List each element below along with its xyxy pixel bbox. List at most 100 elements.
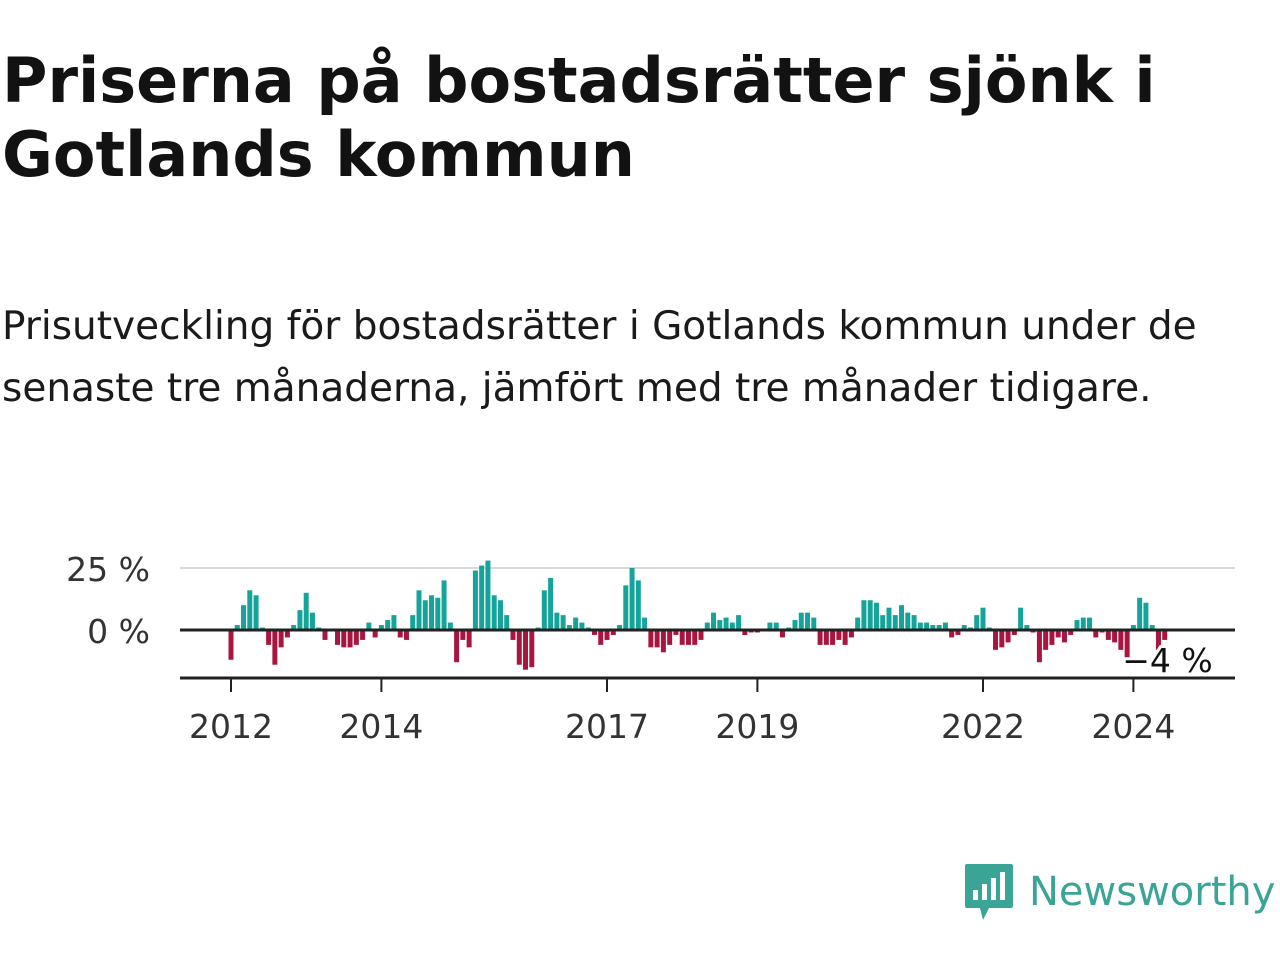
bar xyxy=(980,607,986,630)
bar xyxy=(472,570,478,630)
y-tick-label: 0 % xyxy=(87,612,150,651)
bar xyxy=(811,617,817,630)
bar xyxy=(510,630,516,640)
x-tick-label: 2017 xyxy=(565,707,649,746)
bar xyxy=(554,612,560,630)
bar xyxy=(297,610,303,630)
bar xyxy=(880,615,886,630)
bar xyxy=(955,630,961,635)
bar xyxy=(1093,630,1099,638)
bar xyxy=(435,597,441,630)
bar xyxy=(1143,602,1149,630)
bar xyxy=(485,560,491,630)
bar xyxy=(729,622,735,630)
x-tick-label: 2022 xyxy=(941,707,1025,746)
bar xyxy=(993,630,999,650)
bar xyxy=(830,630,836,645)
bar xyxy=(704,622,710,630)
bar xyxy=(805,612,811,630)
bar xyxy=(899,605,905,630)
newsworthy-brand-name: Newsworthy xyxy=(1029,869,1276,915)
bar xyxy=(1118,630,1124,650)
newsworthy-logo: Newsworthy xyxy=(963,862,1275,922)
x-tick-label: 2024 xyxy=(1091,707,1175,746)
bar xyxy=(460,630,466,640)
bar xyxy=(234,625,240,630)
bar xyxy=(360,630,366,640)
bar xyxy=(767,622,773,630)
bar xyxy=(441,580,447,630)
bar xyxy=(253,595,259,630)
bar xyxy=(397,630,403,638)
bar xyxy=(529,630,535,668)
bar xyxy=(372,630,378,638)
bar xyxy=(679,630,685,645)
bar xyxy=(917,622,923,630)
bar xyxy=(1011,630,1017,635)
bar xyxy=(378,625,384,630)
bar xyxy=(309,612,315,630)
bar xyxy=(447,622,453,630)
bar xyxy=(573,617,579,630)
bar xyxy=(792,620,798,630)
bar xyxy=(1112,630,1118,643)
y-tick-label: 25 % xyxy=(66,550,150,589)
bar xyxy=(848,630,854,638)
bar xyxy=(773,622,779,630)
bar xyxy=(385,620,391,630)
bar xyxy=(779,630,785,638)
bar xyxy=(1074,620,1080,630)
bar xyxy=(353,630,359,645)
bar xyxy=(335,630,341,645)
bar xyxy=(1024,625,1030,630)
bar xyxy=(823,630,829,645)
bar xyxy=(855,617,861,630)
bar xyxy=(228,630,234,660)
bar xyxy=(548,577,554,630)
bar xyxy=(942,622,948,630)
bar xyxy=(523,630,529,670)
x-tick-label: 2012 xyxy=(189,707,273,746)
bar xyxy=(341,630,347,648)
bar xyxy=(322,630,328,640)
bar xyxy=(491,595,497,630)
bar xyxy=(366,622,372,630)
bar xyxy=(842,630,848,645)
bar xyxy=(742,630,748,635)
last-value-label: −4 % xyxy=(1122,641,1213,680)
bar xyxy=(1068,630,1074,635)
bar xyxy=(598,630,604,645)
newsworthy-logo-icon xyxy=(965,864,1013,920)
bar xyxy=(949,630,955,638)
bar xyxy=(541,590,547,630)
bar xyxy=(566,625,572,630)
x-tick-label: 2019 xyxy=(715,707,799,746)
bar xyxy=(504,615,510,630)
bar xyxy=(1130,625,1136,630)
bar xyxy=(867,600,873,630)
bar xyxy=(667,630,673,645)
bar xyxy=(266,630,272,645)
bar xyxy=(278,630,284,648)
bar xyxy=(1105,630,1111,640)
bar xyxy=(604,630,610,640)
bar xyxy=(429,595,435,630)
axis-layer xyxy=(180,628,1235,692)
bars-layer xyxy=(228,560,1168,670)
bar xyxy=(798,612,804,630)
bar xyxy=(1018,607,1024,630)
bar xyxy=(1080,617,1086,630)
bar xyxy=(698,630,704,640)
bar xyxy=(403,630,409,640)
bar xyxy=(930,625,936,630)
bar xyxy=(635,580,641,630)
bar xyxy=(416,590,422,630)
bar xyxy=(617,625,623,630)
bar xyxy=(291,625,297,630)
bar xyxy=(717,620,723,630)
bar xyxy=(1087,617,1093,630)
bar xyxy=(1137,597,1143,630)
bar xyxy=(272,630,278,665)
bar xyxy=(303,592,309,630)
bar xyxy=(654,630,660,648)
